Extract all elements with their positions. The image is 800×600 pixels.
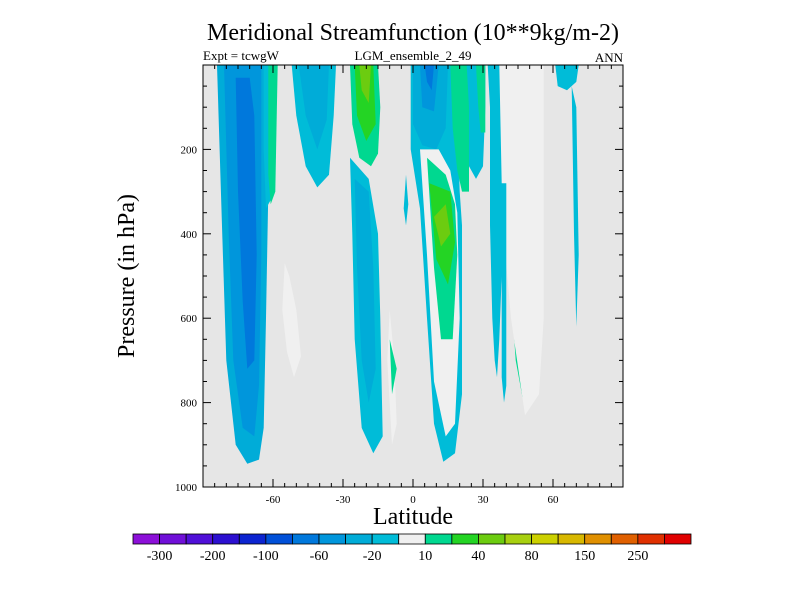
contour-region-4 [268, 65, 278, 205]
colorbar-label: 10 [418, 549, 432, 564]
contour-region-24 [450, 65, 472, 192]
y-tick-label: 400 [181, 229, 198, 241]
colorbar-label: 250 [627, 549, 648, 564]
contour-region-15 [403, 174, 409, 226]
colorbar-swatch [318, 533, 346, 545]
colorbar-label: 80 [525, 549, 539, 564]
y-axis-title: Pressure (in hPa) [114, 194, 140, 358]
colorbar-swatch [371, 533, 400, 545]
tick-labels: -60 -30 0 30 60 200 400 600 800 1000 [175, 144, 559, 506]
colorbar-swatch [451, 533, 479, 545]
contour-region-26 [476, 65, 486, 133]
contour-region-28 [497, 65, 544, 416]
y-tick-label: 1000 [175, 482, 198, 494]
chart-title: Meridional Streamfunction (10**9kg/m-2) [207, 20, 619, 46]
colorbar-swatch [345, 533, 373, 545]
colorbar-swatch [664, 533, 692, 545]
colorbar-swatch [238, 533, 267, 545]
colorbar-swatch [398, 533, 426, 545]
colorbar-swatch [292, 533, 320, 545]
ensemble-label: LGM_ensemble_2_49 [355, 48, 472, 63]
contour-region-7 [298, 65, 329, 150]
colorbar-swatch [424, 533, 453, 545]
x-tick-label: -30 [336, 494, 351, 506]
contour-region-30 [499, 183, 507, 403]
colorbar-label: 40 [471, 549, 485, 564]
colorbar-swatch [637, 533, 665, 545]
y-tick-label: 200 [181, 144, 198, 156]
y-tick-label: 600 [181, 313, 198, 325]
x-axis-title: Latitude [373, 504, 453, 530]
colorbar-swatch [159, 533, 187, 545]
contour-region-31 [555, 65, 579, 91]
colorbar-swatch [531, 533, 559, 545]
contour-region-32 [571, 86, 579, 327]
colorbar [132, 533, 692, 545]
colorbar-label: -60 [310, 549, 329, 564]
colorbar-swatch [584, 533, 612, 545]
x-tick-label: 30 [478, 494, 490, 506]
contour-region-29 [487, 65, 502, 378]
x-tick-label: 0 [410, 494, 416, 506]
contour-region-5 [282, 263, 301, 378]
contour-region-23 [434, 204, 451, 247]
contour-region-9 [354, 178, 376, 403]
colorbar-labels: -300 -200 -100 -60 -20 10 40 80 150 250 [147, 549, 649, 564]
contour-region-14 [389, 339, 397, 395]
colorbar-label: -20 [363, 549, 382, 564]
season-label: ANN [595, 50, 624, 65]
x-tick-label: -60 [266, 494, 281, 506]
contour-region-18 [420, 65, 439, 112]
colorbar-swatch [265, 533, 293, 545]
experiment-label: Expt = tcwgW [203, 48, 280, 63]
colorbar-swatch [478, 533, 506, 545]
colorbar-label: 150 [574, 549, 595, 564]
contour-region-12 [359, 65, 371, 103]
colorbar-label: -300 [147, 549, 173, 564]
colorbar-swatch [610, 533, 639, 545]
contour-regions [217, 65, 579, 464]
colorbar-swatch [557, 533, 586, 545]
y-tick-label: 800 [181, 398, 198, 410]
x-tick-label: 60 [548, 494, 560, 506]
contour-region-11 [354, 65, 376, 141]
colorbar-swatch [132, 533, 160, 545]
contour-region-19 [424, 65, 434, 91]
colorbar-label: -200 [200, 549, 226, 564]
colorbar-label: -100 [253, 549, 279, 564]
colorbar-swatch [185, 533, 214, 545]
plot-frame [202, 64, 624, 488]
contour-region-2 [235, 77, 257, 369]
colorbar-swatch [212, 533, 240, 545]
colorbar-swatch [504, 533, 532, 545]
